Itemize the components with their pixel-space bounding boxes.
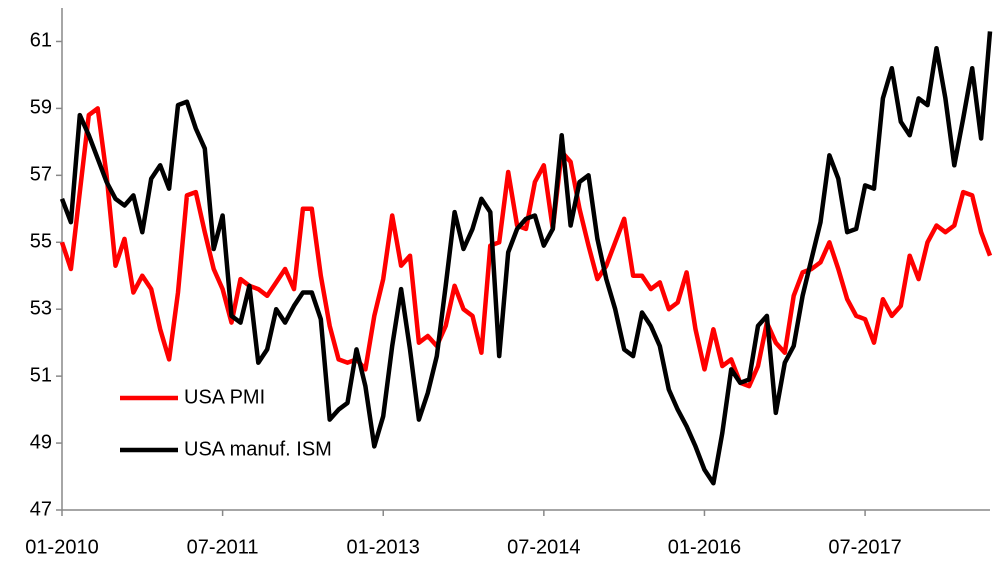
y-tick-label: 57: [30, 164, 52, 186]
y-tick-label: 61: [30, 30, 52, 52]
series-line: [59, 31, 993, 486]
y-tick-label: 49: [30, 431, 52, 453]
x-tick-label: 01-2013: [347, 536, 420, 558]
y-tick-label: 59: [30, 97, 52, 119]
y-tick-label: 53: [30, 297, 52, 319]
x-tick-label: 07-2014: [507, 536, 580, 558]
y-tick-label: 47: [30, 498, 52, 520]
y-tick-label: 55: [30, 231, 52, 253]
x-tick-label: 01-2016: [668, 536, 741, 558]
x-tick-label: 07-2011: [187, 536, 259, 558]
legend-label: USA manuf. ISM: [184, 438, 332, 460]
x-tick-label: 07-2017: [828, 536, 901, 558]
y-tick-label: 51: [30, 364, 52, 386]
series-line: [59, 106, 993, 389]
legend-label: USA PMI: [184, 386, 265, 408]
x-tick-label: 01-2010: [25, 536, 98, 558]
